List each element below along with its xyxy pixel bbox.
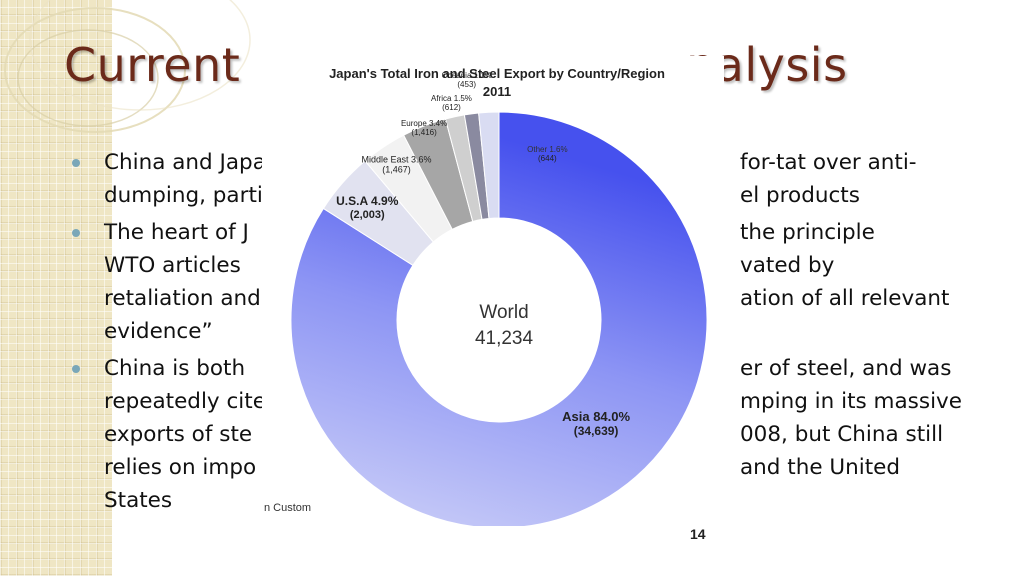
- slice-label-u-s-a: U.S.A 4.9%: [336, 194, 399, 208]
- slide-title: Current nalysis: [64, 38, 847, 92]
- donut-center-value: 41,234: [475, 328, 534, 349]
- slice-value-other: (644): [538, 154, 557, 163]
- slide-title-part1: Current: [64, 38, 241, 92]
- bullet-line: dumping, parti: [104, 183, 263, 208]
- chart-image: Japan's Total Iron and Steel Export by C…: [262, 56, 724, 556]
- chart-subtitle: 2011: [483, 84, 511, 99]
- slice-label-asia: Asia 84.0%: [562, 409, 630, 424]
- donut-slice-other: [478, 111, 500, 220]
- page-number: 14: [690, 526, 706, 542]
- bullet-line: China and Japa: [104, 150, 266, 175]
- bullet-line: relies on impo: [104, 455, 257, 480]
- donut-chart: Japan's Total Iron and Steel Export by C…: [290, 66, 708, 526]
- bullet-line: evidence”: [104, 319, 213, 344]
- source-note: n Custom: [264, 502, 312, 514]
- slice-labels: Asia 84.0%(34,639) U.S.A 4.9%(2,003) Middl…: [336, 71, 630, 438]
- slice-label-africa: Africa 1.5%: [431, 94, 472, 103]
- bullet-line-tail: ation of all relevant: [740, 286, 950, 311]
- bullet-line-tail: and the United: [740, 455, 901, 480]
- donut-slice-asia: [290, 111, 708, 526]
- slice-label-middle-east: Middle East 3.6%: [361, 154, 431, 164]
- bullet-line: retaliation and: [104, 286, 261, 311]
- decorative-pattern-strip: [0, 0, 112, 576]
- slice-value-middle-east: (1,467): [382, 164, 411, 174]
- slice-value-u-s-a: (2,003): [350, 209, 385, 221]
- donut-center-label: World: [479, 302, 528, 323]
- slice-value-europe: (1,416): [411, 128, 437, 137]
- bullet-line: States: [104, 488, 173, 513]
- bullet-line-tail: the principle: [740, 220, 875, 245]
- bullet-line-tail: el products: [740, 183, 860, 208]
- bullet-line-tail: er of steel, and was: [740, 356, 952, 381]
- bullet-line: exports of ste: [104, 422, 253, 447]
- bullet-list: China and Japa for-tat over anti- dumpin…: [72, 146, 972, 521]
- bullet-line-tail: mping in its massive: [740, 389, 962, 414]
- bullet-line: China is both: [104, 356, 246, 381]
- bullet-line: The heart of J: [104, 220, 249, 245]
- bullet-item: China and Japa for-tat over anti- dumpin…: [72, 146, 972, 212]
- slice-label-europe: Europe 3.4%: [401, 119, 447, 128]
- slice-label-oceania: Oceania 1.1%: [442, 71, 492, 80]
- bullet-item: The heart of J the principle WTO article…: [72, 216, 972, 348]
- bullet-line: WTO articles: [104, 253, 241, 278]
- donut-slices: [290, 111, 708, 526]
- bullet-line: repeatedly cite: [104, 389, 266, 414]
- slice-label-other: Other 1.6%: [527, 145, 567, 154]
- bullet-line-tail: vated by: [740, 253, 835, 278]
- chart-title: Japan's Total Iron and Steel Export by C…: [329, 66, 665, 81]
- decorative-rings: [4, 0, 251, 133]
- slice-value-asia: (34,639): [574, 424, 619, 438]
- bullet-item: China is both er of steel, and was repea…: [72, 352, 972, 517]
- slice-value-oceania: (453): [457, 80, 476, 89]
- bullet-line-tail: for-tat over anti-: [740, 150, 917, 175]
- slice-value-africa: (612): [442, 103, 461, 112]
- bullet-line-tail: 008, but China still: [740, 422, 944, 447]
